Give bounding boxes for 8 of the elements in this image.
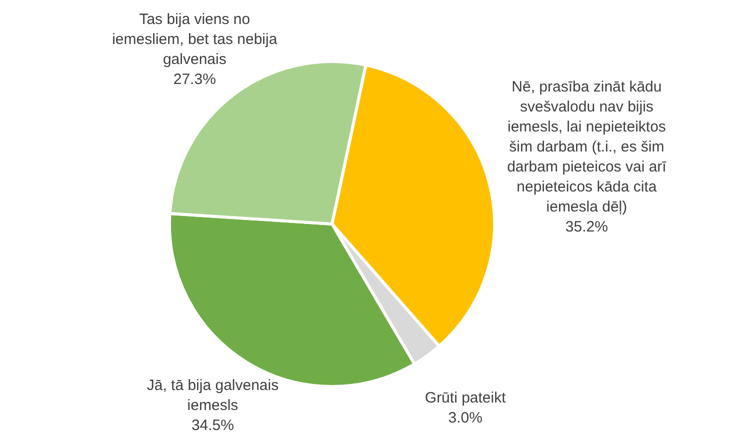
data-label: 35.2% [565,218,608,236]
slice-label: Tas bija viens no iemesliem, bet tas nebija galvenais [112,11,278,68]
slice-label: Nē, prasība zināt kādu svešvalodu nav bijis iemesls, lai nepieteiktos šim darbam (t.i., es šim darbam pieteicos vai arī nepieteicos kāda cita iemesla dēļ) [507,78,668,216]
slice-label: Grūti pateikt [424,389,507,406]
data-label: 3.0% [448,409,482,426]
data-label: 34.5% [191,417,234,434]
slice-label: Jā, tā bija galvenais iemesls [146,377,279,414]
data-label: 27.3% [173,71,216,88]
